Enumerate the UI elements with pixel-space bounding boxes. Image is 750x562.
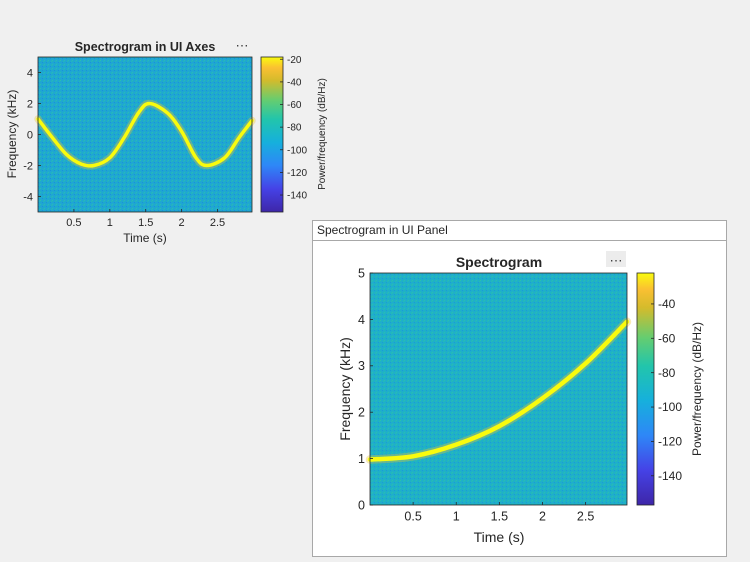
colorbar-gradient xyxy=(636,272,655,506)
y-tick-label: 4 xyxy=(358,313,365,327)
y-axis-ticks: 0 1 2 3 4 5 xyxy=(358,266,373,512)
axes-toolbar-ellipsis-icon[interactable]: ⋯ xyxy=(236,38,249,53)
x-tick-label: 0.5 xyxy=(404,510,421,524)
x-tick-label: 0.5 xyxy=(66,217,81,229)
y-tick-label: 5 xyxy=(358,266,365,280)
colorbar-tick-label: -120 xyxy=(658,435,682,449)
x-tick-label: 1 xyxy=(107,217,113,229)
colorbar-label: Power/frequency (dB/Hz) xyxy=(317,78,328,190)
colorbar-tick-label: -20 xyxy=(287,55,302,66)
spectrogram-panel-chart: Spectrogram ⋯ 0.5 1 1.5 2 2.5 0 1 2 3 4 5 Time (s… xyxy=(337,251,704,545)
y-axis-label: Frequency (kHz) xyxy=(5,90,19,179)
colorbar-gradient xyxy=(260,56,284,213)
colorbar-tick-label: -140 xyxy=(287,191,307,202)
colorbar-label: Power/frequency (dB/Hz) xyxy=(690,322,704,456)
axes-toolbar-ellipsis-icon[interactable]: ⋯ xyxy=(610,253,623,268)
spectrogram-heatmap xyxy=(370,273,627,505)
spectrogram-heatmap xyxy=(38,57,252,212)
x-tick-label: 2.5 xyxy=(577,510,594,524)
y-axis-label: Frequency (kHz) xyxy=(337,337,353,440)
x-tick-label: 1 xyxy=(453,510,460,524)
x-axis-label: Time (s) xyxy=(474,529,525,545)
x-axis-ticks: 0.5 1 1.5 2 2.5 xyxy=(66,209,225,229)
x-tick-label: 2 xyxy=(539,510,546,524)
colorbar[interactable]: -40 -60 -80 -100 -120 -140 xyxy=(636,272,682,506)
x-tick-label: 2 xyxy=(179,217,185,229)
y-tick-label: 2 xyxy=(358,406,365,420)
colorbar-tick-label: -40 xyxy=(658,297,676,311)
y-tick-label: -4 xyxy=(23,191,33,203)
x-tick-label: 2.5 xyxy=(210,217,225,229)
plot-area[interactable] xyxy=(365,272,632,506)
plot-area[interactable] xyxy=(34,56,256,213)
x-axis-label: Time (s) xyxy=(123,231,167,245)
y-tick-label: 2 xyxy=(27,98,33,110)
chart-title: Spectrogram xyxy=(456,254,542,270)
colorbar-tick-label: -80 xyxy=(287,123,302,134)
y-tick-label: 1 xyxy=(358,452,365,466)
y-axis-ticks: -4 -2 0 2 4 xyxy=(23,67,41,203)
colorbar[interactable]: -20 -40 -60 -80 -100 -120 -140 xyxy=(260,55,307,213)
colorbar-tick-label: -120 xyxy=(287,168,307,179)
colorbar-tick-label: -100 xyxy=(658,400,682,414)
colorbar-tick-label: -40 xyxy=(287,77,302,88)
y-tick-label: 3 xyxy=(358,359,365,373)
ridge-line xyxy=(367,319,630,462)
colorbar-tick-label: -80 xyxy=(658,366,676,380)
panel-title: Spectrogram in UI Panel xyxy=(313,221,726,241)
colorbar-tick-label: -60 xyxy=(287,100,302,111)
x-axis-ticks: 0.5 1 1.5 2 2.5 xyxy=(404,502,594,524)
spectrogram-ui-axes-chart: Spectrogram in UI Axes ⋯ 0.5 1 1.5 2 2.5 -4-… xyxy=(5,38,328,245)
colorbar-tick-label: -60 xyxy=(658,332,676,346)
plot-frame xyxy=(369,272,628,506)
y-tick-label: 0 xyxy=(358,498,365,512)
y-tick-label: 4 xyxy=(27,67,33,79)
y-tick-label: 0 xyxy=(27,129,33,141)
colorbar-tick-label: -140 xyxy=(658,469,682,483)
chart-title: Spectrogram in UI Axes xyxy=(75,40,216,54)
ridge-line xyxy=(36,101,254,168)
axes-toolbar-button[interactable] xyxy=(606,251,626,267)
y-tick-label: -2 xyxy=(23,160,33,172)
x-tick-label: 1.5 xyxy=(138,217,153,229)
x-tick-label: 1.5 xyxy=(491,510,508,524)
colorbar-tick-label: -100 xyxy=(287,145,307,156)
